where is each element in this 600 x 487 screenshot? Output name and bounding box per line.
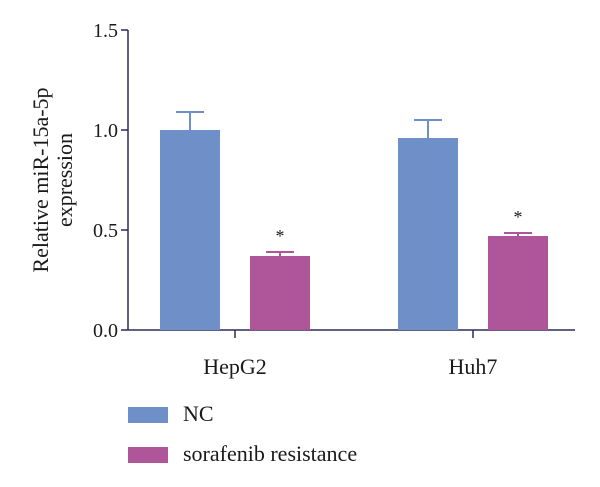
significance-marker: * [276, 226, 285, 246]
legend-swatch [128, 447, 168, 463]
significance-marker: * [514, 207, 523, 227]
bar [250, 256, 310, 330]
legend-swatch [128, 407, 168, 423]
y-tick-label: 1.0 [93, 120, 118, 142]
x-tick-label: HepG2 [203, 354, 267, 379]
y-axis-label-line: expression [52, 133, 77, 227]
legend: NC sorafenib resistance [128, 401, 357, 466]
y-axis-label-line: Relative miR-15a-5p [28, 87, 53, 272]
bar [398, 138, 458, 330]
y-tick-label: 1.5 [93, 20, 118, 42]
bar [160, 130, 220, 330]
y-tick-label: 0.0 [93, 320, 118, 342]
legend-label: sorafenib resistance [183, 441, 357, 466]
bar [488, 236, 548, 330]
y-tick-label: 0.5 [93, 220, 118, 242]
x-tick-label: Huh7 [449, 354, 498, 379]
y-axis-label: Relative miR-15a-5p expression [28, 87, 77, 272]
bars: ** [160, 111, 548, 330]
legend-label: NC [183, 401, 214, 426]
